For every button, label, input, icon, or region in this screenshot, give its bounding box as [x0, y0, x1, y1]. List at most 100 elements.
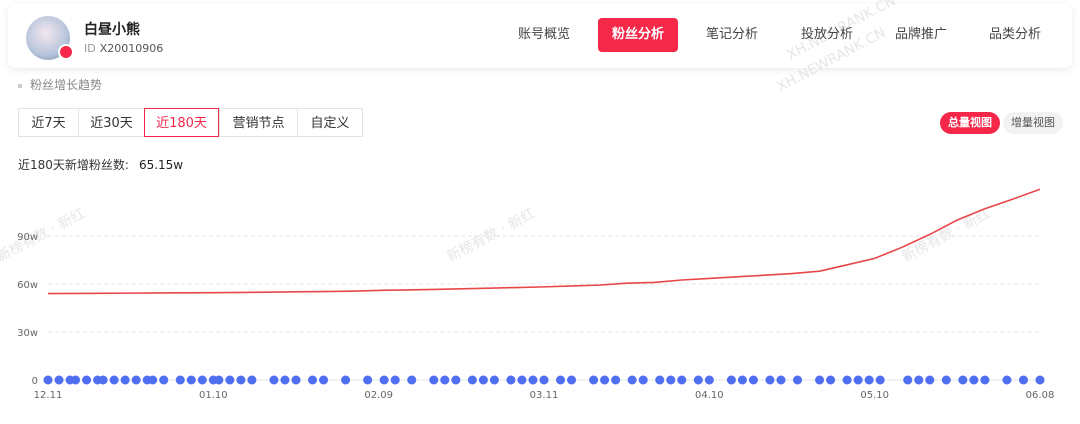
event-marker [467, 375, 477, 385]
event-marker [109, 375, 119, 385]
watermark: 新榜有数 · 新红 [0, 205, 88, 266]
event-marker [567, 375, 577, 385]
event-marker [319, 375, 329, 385]
range-button[interactable]: 营销节点 [219, 108, 298, 137]
range-button[interactable]: 近180天 [144, 108, 219, 137]
x-tick-label: 02.09 [364, 390, 393, 401]
nav-tab[interactable]: 投放分析 [800, 27, 853, 42]
nav-tab[interactable]: 品牌推广 [894, 27, 947, 42]
event-marker [98, 375, 108, 385]
event-marker [407, 375, 417, 385]
event-marker [54, 375, 64, 385]
event-marker [82, 375, 92, 385]
event-marker [666, 375, 676, 385]
event-marker [148, 375, 158, 385]
x-tick-label: 01.10 [199, 390, 228, 401]
x-tick-label: 05.10 [860, 390, 889, 401]
event-marker [853, 375, 863, 385]
event-marker [175, 375, 185, 385]
event-marker [379, 375, 389, 385]
event-marker [159, 375, 169, 385]
event-marker [875, 375, 885, 385]
event-marker [451, 375, 461, 385]
event-marker [914, 375, 924, 385]
view-toggle[interactable]: 总量视图 [940, 112, 1000, 134]
event-marker [864, 375, 874, 385]
event-marker [214, 375, 224, 385]
stat-label: 近180天新增粉丝数: [18, 158, 129, 172]
x-tick-label: 12.11 [34, 390, 63, 401]
event-marker [308, 375, 318, 385]
event-marker [186, 375, 196, 385]
event-marker [638, 375, 648, 385]
event-marker [197, 375, 207, 385]
event-marker [969, 375, 979, 385]
event-marker [627, 375, 637, 385]
id-label: ID [84, 42, 96, 55]
event-marker [600, 375, 610, 385]
event-marker [826, 375, 836, 385]
event-marker [589, 375, 599, 385]
range-button[interactable]: 近7天 [18, 108, 79, 137]
series-line [47, 188, 1041, 295]
x-tick-label: 04.10 [695, 390, 724, 401]
event-marker [225, 375, 235, 385]
event-marker [291, 375, 301, 385]
event-marker [539, 375, 549, 385]
event-marker [693, 375, 703, 385]
event-marker [765, 375, 775, 385]
event-marker [815, 375, 825, 385]
event-marker [1002, 375, 1012, 385]
watermark: 新榜有数 · 新红 [899, 205, 993, 266]
event-marker [556, 375, 566, 385]
event-marker [528, 375, 538, 385]
event-marker [120, 375, 130, 385]
avatar-badge [58, 44, 74, 60]
event-marker [1018, 375, 1028, 385]
stat: 近180天新增粉丝数: 65.15w [18, 156, 183, 173]
event-marker [941, 375, 951, 385]
event-marker [43, 375, 53, 385]
event-marker [925, 375, 935, 385]
event-marker [506, 375, 516, 385]
range-button[interactable]: 近30天 [78, 108, 145, 137]
nav-tab[interactable]: 品类分析 [988, 27, 1041, 42]
nav-tab[interactable]: 账号概览 [517, 27, 570, 42]
y-tick-label: 0 [32, 376, 38, 387]
watermark: 新榜有数 · 新红 [444, 205, 538, 266]
event-marker [269, 375, 279, 385]
event-marker [903, 375, 913, 385]
event-marker [748, 375, 758, 385]
y-tick-label: 30w [17, 328, 38, 339]
x-tick-label: 06.08 [1026, 390, 1055, 401]
account-name: 白昼小熊 [84, 22, 140, 38]
event-marker [478, 375, 488, 385]
x-tick-label: 03.11 [530, 390, 559, 401]
event-marker [71, 375, 81, 385]
y-tick-label: 60w [17, 280, 38, 291]
stat-value: 65.15w [138, 158, 184, 172]
nav-tab[interactable]: 粉丝分析 [598, 18, 678, 52]
event-marker [611, 375, 621, 385]
event-marker [793, 375, 803, 385]
event-marker [677, 375, 687, 385]
event-marker [236, 375, 246, 385]
event-marker [842, 375, 852, 385]
event-marker [280, 375, 290, 385]
event-marker [440, 375, 450, 385]
account-id: ID X20010906 [84, 42, 163, 55]
event-marker [704, 375, 714, 385]
header: 白昼小熊 ID X20010906 [8, 4, 1072, 68]
event-marker [517, 375, 527, 385]
nav-tab[interactable]: 笔记分析 [705, 27, 758, 42]
event-marker [980, 375, 990, 385]
event-marker [390, 375, 400, 385]
event-marker [429, 375, 439, 385]
event-marker [655, 375, 665, 385]
event-marker [726, 375, 736, 385]
range-button[interactable]: 自定义 [297, 108, 363, 137]
view-toggle[interactable]: 增量视图 [1003, 112, 1063, 134]
event-marker [341, 375, 351, 385]
event-marker [776, 375, 786, 385]
